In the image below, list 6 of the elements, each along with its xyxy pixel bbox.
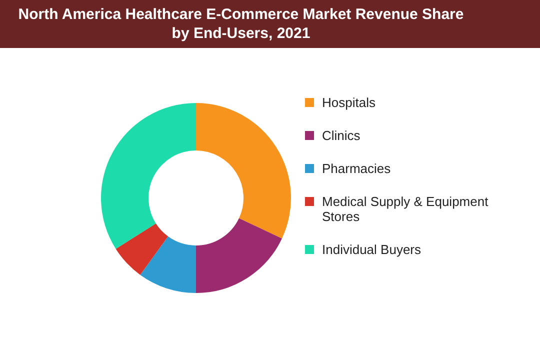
- legend-label: Individual Buyers: [322, 242, 421, 257]
- legend-label: Hospitals: [322, 95, 376, 110]
- chart-title: North America Healthcare E-Commerce Market Revenue Share by End-Users, 2021: [0, 0, 540, 48]
- legend-label: Medical Supply & Equipment Stores: [322, 194, 490, 224]
- legend-label: Clinics: [322, 128, 360, 143]
- legend-label: Pharmacies: [322, 161, 391, 176]
